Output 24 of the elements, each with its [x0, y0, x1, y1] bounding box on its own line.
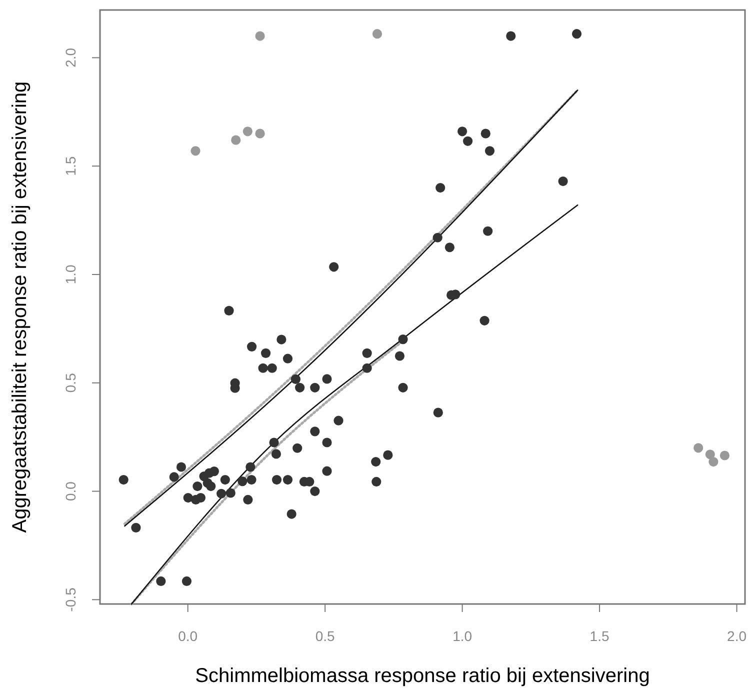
x-tick-label: 2.0 — [727, 628, 747, 644]
point — [242, 126, 252, 136]
y-tick-label: -0.5 — [62, 587, 79, 612]
y-axis-title: Aggregaatstabiliteit response ratio bij extensivering — [9, 81, 31, 533]
y-tick-label: 1.5 — [62, 156, 79, 176]
x-tick-label: 1.5 — [590, 628, 610, 644]
x-tick-label: 1.0 — [452, 628, 472, 644]
point — [720, 450, 730, 460]
x-tick-label: 0.0 — [178, 628, 198, 644]
point — [705, 450, 715, 460]
point — [255, 128, 265, 138]
point — [255, 31, 265, 41]
x-tick-label: 0.5 — [315, 628, 336, 644]
y-tick-label: 0.0 — [62, 481, 79, 502]
y-tick-label: 2.0 — [62, 48, 79, 68]
point — [708, 456, 718, 467]
line-series — [130, 204, 578, 605]
y-tick-label: 1.0 — [62, 264, 79, 284]
point — [372, 29, 382, 39]
point — [694, 443, 704, 453]
point — [231, 135, 241, 145]
x-axis-title: Schimmelbiomassa response ratio bij extensivering — [195, 665, 650, 687]
y-tick-label: 0.5 — [62, 372, 79, 393]
point — [190, 146, 200, 156]
